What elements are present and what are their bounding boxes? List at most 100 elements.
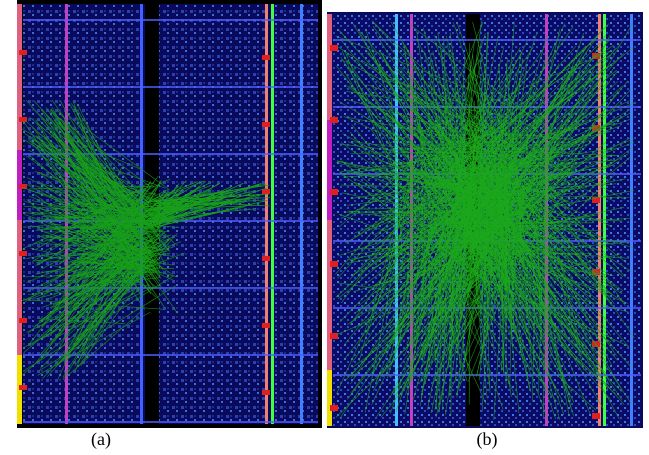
net-line: [478, 29, 603, 212]
net-line: [67, 210, 147, 350]
net-line: [35, 135, 150, 267]
net-line: [45, 113, 160, 282]
net-line: [499, 243, 595, 305]
net-line: [384, 130, 443, 252]
net-line: [59, 255, 158, 282]
net-line: [373, 115, 523, 168]
net-line: [543, 202, 546, 418]
pin: [262, 256, 270, 261]
net-line: [365, 29, 437, 242]
net-line: [337, 46, 513, 159]
net-line: [69, 103, 161, 273]
net-line: [505, 198, 507, 387]
net-line: [469, 271, 612, 343]
net-line: [502, 196, 629, 347]
net-line: [28, 217, 149, 264]
net-line: [38, 318, 125, 324]
net-line: [532, 173, 617, 252]
net-line: [450, 182, 478, 332]
net-line: [23, 299, 165, 310]
net-line: [458, 216, 625, 405]
net-line: [80, 225, 156, 298]
pin: [592, 125, 600, 131]
net-line: [425, 208, 479, 216]
net-line: [456, 166, 475, 244]
net-line: [147, 187, 268, 228]
net-line: [482, 185, 510, 283]
net-line: [449, 220, 484, 235]
net-line: [343, 116, 418, 131]
net-line: [22, 266, 147, 376]
pin: [19, 50, 27, 55]
net-line: [432, 51, 456, 142]
net-line: [403, 81, 522, 257]
net-line: [476, 142, 592, 189]
net-line: [486, 221, 598, 251]
net-line: [541, 151, 618, 157]
net-line: [505, 65, 527, 219]
column: [271, 4, 274, 424]
net-line: [421, 231, 480, 393]
net-line: [64, 241, 140, 303]
net-line: [460, 195, 595, 237]
net-line: [43, 137, 146, 229]
pin: [262, 390, 270, 395]
net-line: [45, 164, 160, 238]
net-line: [345, 116, 446, 164]
net-line: [346, 189, 464, 206]
net-line: [433, 35, 548, 196]
net-line: [403, 87, 451, 127]
net-line: [377, 58, 464, 229]
net-line: [375, 183, 454, 385]
net-line: [37, 234, 144, 284]
net-line: [368, 224, 480, 292]
net-line: [34, 171, 159, 213]
net-line: [458, 37, 597, 176]
net-line: [465, 47, 634, 177]
net-line: [515, 185, 525, 230]
net-line: [384, 184, 410, 281]
net-line: [526, 163, 569, 184]
pin: [19, 385, 27, 390]
net-line: [436, 200, 508, 358]
net-line: [341, 160, 462, 260]
net-line: [433, 162, 448, 194]
net-line: [484, 156, 631, 276]
net-line: [66, 123, 150, 228]
net-line: [372, 20, 512, 181]
net-line: [153, 209, 176, 221]
net-line: [433, 127, 538, 235]
net-line: [470, 123, 618, 146]
net-line: [337, 190, 420, 279]
net-line: [448, 171, 532, 363]
net-line: [149, 198, 188, 229]
net-line: [510, 269, 540, 376]
net-line: [77, 109, 138, 212]
net-line: [497, 276, 629, 313]
pin: [592, 413, 600, 419]
net-line: [402, 181, 420, 316]
net-line: [468, 43, 479, 281]
net-line: [499, 142, 570, 205]
net-line: [38, 171, 148, 226]
pin: [330, 189, 338, 195]
net-line: [437, 69, 536, 176]
net-line: [470, 234, 590, 274]
net-line: [373, 189, 442, 248]
net-line: [340, 57, 479, 271]
net-line: [32, 127, 139, 266]
net-line: [502, 230, 618, 361]
net-line: [492, 201, 537, 282]
net-line: [156, 189, 184, 209]
net-line: [337, 282, 452, 300]
pin: [330, 405, 338, 411]
net-line: [50, 236, 138, 242]
net-line: [470, 228, 492, 285]
net-line: [158, 200, 268, 227]
net-line: [390, 235, 465, 304]
net-line: [408, 107, 455, 147]
net-line: [414, 49, 613, 136]
net-line: [524, 147, 633, 231]
net-line: [501, 208, 504, 374]
decoration: [17, 4, 641, 426]
